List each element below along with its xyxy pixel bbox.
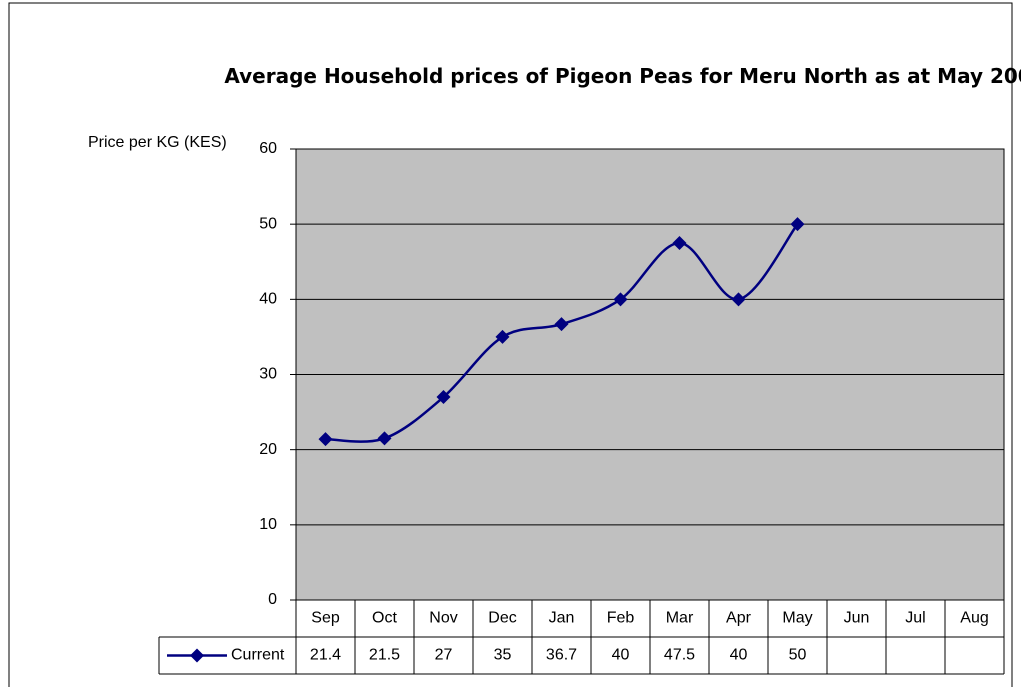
x-tick-label: Nov bbox=[429, 610, 457, 627]
series-line bbox=[325, 223, 799, 443]
table-value: 47.5 bbox=[664, 647, 695, 664]
y-tick-label: 10 bbox=[259, 516, 277, 533]
table-value: 27 bbox=[435, 647, 453, 664]
x-tick-label: Dec bbox=[488, 610, 516, 627]
x-tick-label: Mar bbox=[666, 610, 694, 627]
marker bbox=[613, 292, 628, 307]
marker bbox=[731, 292, 746, 307]
y-tick-label: 30 bbox=[259, 366, 277, 383]
x-tick-label: Oct bbox=[372, 610, 397, 627]
marker bbox=[377, 431, 392, 446]
y-tick-label: 40 bbox=[259, 291, 277, 308]
legend-label: Current bbox=[231, 647, 285, 664]
y-tick-label: 60 bbox=[259, 140, 277, 157]
legend-marker bbox=[190, 648, 204, 663]
table-value: 35 bbox=[494, 647, 512, 664]
x-tick-label: Jan bbox=[549, 610, 575, 627]
x-tick-label: Apr bbox=[726, 610, 752, 627]
x-tick-label: Sep bbox=[311, 610, 340, 627]
chart-border bbox=[8, 2, 1013, 687]
x-tick-label: Jun bbox=[844, 610, 870, 627]
y-axis-label: Price per KG (KES) bbox=[88, 134, 227, 151]
x-tick-label: May bbox=[782, 610, 812, 627]
table-value: 40 bbox=[730, 647, 748, 664]
marker bbox=[436, 390, 451, 405]
table-value: 40 bbox=[612, 647, 630, 664]
y-tick-label: 0 bbox=[268, 591, 277, 608]
chart-title: Average Household prices of Pigeon Peas … bbox=[224, 64, 1021, 88]
marker bbox=[318, 432, 333, 447]
y-tick-label: 50 bbox=[259, 215, 277, 232]
table-value: 36.7 bbox=[546, 647, 577, 664]
y-tick-label: 20 bbox=[259, 441, 277, 458]
table-value: 21.4 bbox=[310, 647, 341, 664]
marker bbox=[672, 235, 687, 250]
marker bbox=[554, 317, 569, 332]
x-tick-label: Jul bbox=[905, 610, 925, 627]
x-tick-label: Feb bbox=[607, 610, 635, 627]
x-tick-label: Aug bbox=[960, 610, 988, 627]
marker bbox=[495, 329, 510, 344]
table-value: 50 bbox=[789, 647, 807, 664]
table-value: 21.5 bbox=[369, 647, 400, 664]
marker bbox=[790, 217, 805, 232]
